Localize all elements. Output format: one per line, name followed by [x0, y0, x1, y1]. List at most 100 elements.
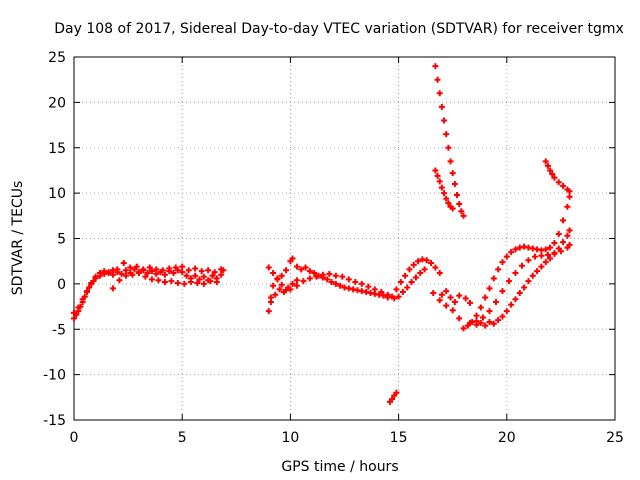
- data-point: [79, 296, 86, 303]
- data-point: [415, 258, 422, 265]
- data-point: [486, 318, 493, 325]
- data-point: [557, 248, 564, 255]
- data-point: [211, 269, 218, 276]
- data-point: [445, 144, 452, 151]
- data-point: [395, 293, 402, 300]
- data-point: [267, 299, 274, 306]
- data-point: [499, 288, 506, 295]
- data-point: [443, 195, 450, 202]
- data-point: [482, 294, 489, 301]
- data-point: [451, 299, 458, 306]
- data-point: [393, 389, 400, 396]
- data-point: [135, 269, 142, 276]
- data-point: [443, 302, 450, 309]
- y-tick-label: 0: [57, 277, 66, 293]
- data-point: [289, 255, 296, 262]
- y-tick-label: 20: [48, 95, 66, 111]
- data-point: [345, 276, 352, 283]
- x-axis-label: GPS time / hours: [281, 459, 398, 475]
- data-point: [443, 131, 450, 138]
- data-point: [83, 288, 90, 295]
- data-point: [477, 304, 484, 311]
- data-point: [467, 319, 474, 326]
- data-point: [467, 299, 474, 306]
- y-tick-label: 15: [48, 141, 66, 157]
- data-point: [393, 286, 400, 293]
- data-point: [283, 267, 290, 274]
- data-point: [547, 255, 554, 262]
- series-arc-6: [267, 277, 300, 306]
- data-point: [460, 325, 467, 332]
- data-point: [499, 313, 506, 320]
- data-point: [434, 76, 441, 83]
- x-tick-label: 15: [390, 430, 408, 446]
- grid-lines: [74, 57, 615, 420]
- data-point: [205, 267, 212, 274]
- data-point: [278, 272, 285, 279]
- data-point: [445, 200, 452, 207]
- data-point: [449, 170, 456, 177]
- x-tick-label: 25: [606, 430, 624, 446]
- data-point: [555, 230, 562, 237]
- data-point: [196, 276, 203, 283]
- data-point: [293, 277, 300, 284]
- data-point: [499, 259, 506, 266]
- data-point: [490, 275, 497, 282]
- data-point: [518, 262, 525, 269]
- data-point: [443, 288, 450, 295]
- data-point: [302, 264, 309, 271]
- data-point: [441, 190, 448, 197]
- data-point: [144, 269, 151, 276]
- series-arc-13: [542, 158, 573, 195]
- data-point: [456, 292, 463, 299]
- data-point: [436, 90, 443, 97]
- data-point: [564, 203, 571, 210]
- data-point: [337, 282, 344, 289]
- y-tick-label: 25: [48, 50, 66, 66]
- data-point: [462, 295, 469, 302]
- data-point: [432, 264, 439, 271]
- data-point: [456, 201, 463, 208]
- data-point: [438, 291, 445, 298]
- data-point: [86, 284, 93, 291]
- data-point: [285, 284, 292, 291]
- data-point: [109, 285, 116, 292]
- data-point: [447, 158, 454, 165]
- data-point: [92, 273, 99, 280]
- data-point: [449, 205, 456, 212]
- data-point: [183, 272, 190, 279]
- data-point: [293, 282, 300, 289]
- series-arc-3: [109, 269, 220, 292]
- data-point: [531, 253, 538, 260]
- data-point: [495, 317, 502, 324]
- series-arc-11: [473, 193, 573, 319]
- data-point: [473, 318, 480, 325]
- data-point: [454, 191, 461, 198]
- data-point: [181, 280, 188, 287]
- data-point: [293, 263, 300, 270]
- series-arc-9: [432, 167, 456, 212]
- data-point: [473, 312, 480, 319]
- data-point: [306, 275, 313, 282]
- data-point: [198, 268, 205, 275]
- x-tick-label: 10: [281, 430, 299, 446]
- data-point: [417, 269, 424, 276]
- data-point: [505, 278, 512, 285]
- data-point: [542, 246, 549, 253]
- data-point: [512, 246, 519, 253]
- data-point: [560, 182, 567, 189]
- data-point: [521, 284, 528, 291]
- data-point: [168, 278, 175, 285]
- series-arc-8: [432, 63, 467, 219]
- data-point: [482, 322, 489, 329]
- data-point: [319, 271, 326, 278]
- y-tick-label: 10: [48, 186, 66, 202]
- series-arc-7: [386, 389, 400, 405]
- chart-title: Day 108 of 2017, Sidereal Day-to-day VTE…: [54, 21, 624, 37]
- data-point: [185, 267, 192, 274]
- data-point: [404, 284, 411, 291]
- data-point: [133, 263, 140, 270]
- data-point: [438, 103, 445, 110]
- data-point: [122, 272, 129, 279]
